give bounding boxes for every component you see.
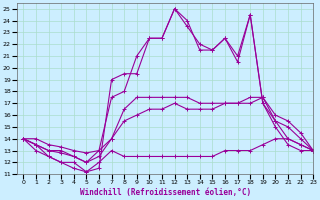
X-axis label: Windchill (Refroidissement éolien,°C): Windchill (Refroidissement éolien,°C) [80, 188, 251, 197]
